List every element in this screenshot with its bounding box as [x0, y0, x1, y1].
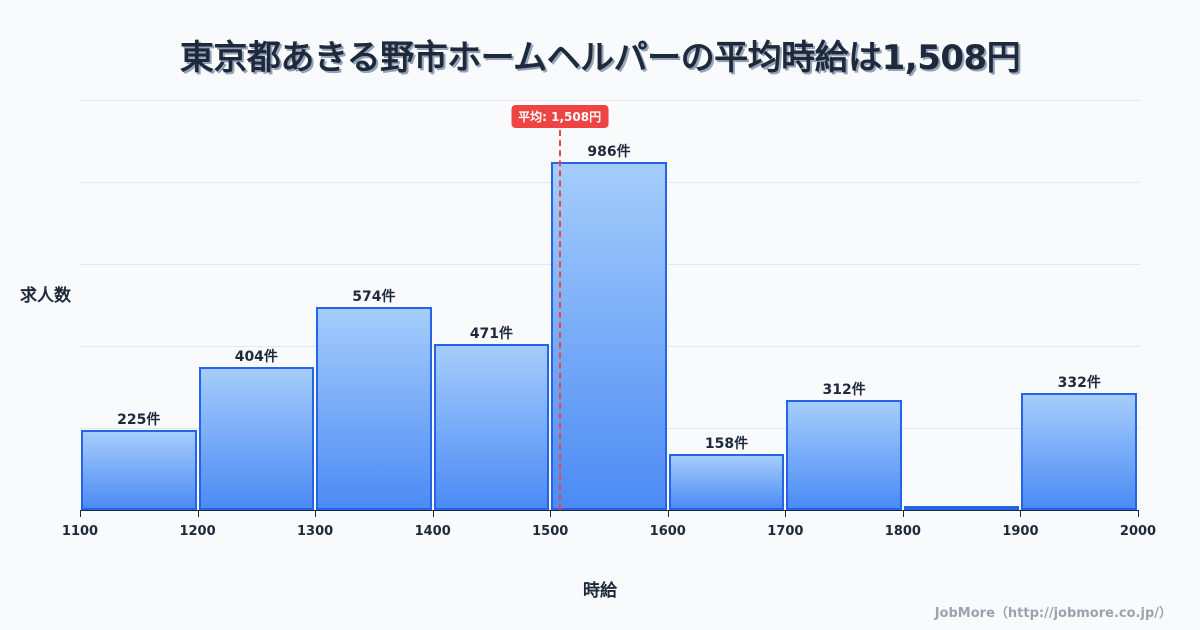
histogram-bar: [198, 367, 315, 510]
source-credit: JobMore（http://jobmore.co.jp/）: [934, 606, 1172, 621]
chart-title: 東京都あきる野市ホームヘルパーの平均時給は1,508円: [179, 38, 1021, 78]
x-tick: [197, 510, 199, 517]
x-tick-label: 1600: [649, 524, 686, 539]
x-tick-label: 2000: [1119, 524, 1157, 539]
bar-value-label: 471件: [469, 325, 514, 342]
y-axis-label: 求人数: [20, 286, 71, 306]
x-tick-label: 1500: [532, 524, 569, 539]
x-tick: [902, 510, 904, 517]
histogram-bar: [81, 430, 197, 510]
bar-value-label: 312件: [822, 381, 866, 398]
plot-area: 225件 404件 574件 471件 986件 158件 312件 332件 1100 1200…: [62, 100, 1156, 539]
x-tick-label: 1300: [297, 524, 334, 539]
bar-value-label: 332件: [1057, 374, 1101, 391]
x-tick: [315, 510, 317, 517]
bar-value-label: 158件: [704, 436, 749, 453]
bar-value-label: 404件: [234, 349, 278, 366]
histogram-bar: [1021, 392, 1137, 510]
gridline: [80, 100, 1140, 101]
x-axis-line: [80, 510, 1138, 511]
mean-line: [558, 130, 561, 510]
bar-value-label: 225件: [117, 412, 161, 429]
x-axis-label: 時給: [583, 581, 617, 601]
x-tick: [550, 510, 552, 517]
x-tick: [785, 510, 787, 517]
bar-value-label: 574件: [352, 289, 396, 306]
x-tick: [432, 510, 434, 517]
x-tick-label: 1900: [1002, 524, 1039, 539]
x-tick-label: 1700: [767, 524, 804, 539]
x-tick: [667, 510, 669, 517]
x-tick: [1138, 510, 1139, 517]
x-tick-label: 1800: [884, 524, 921, 539]
x-tick-label: 1100: [61, 524, 99, 539]
mean-badge: 平均: 1,508円: [511, 105, 609, 128]
x-tick-label: 1400: [414, 524, 451, 539]
histogram-bar: [668, 454, 785, 510]
bar-value-label: 986件: [587, 143, 631, 160]
histogram-bar: [433, 343, 550, 510]
x-tick: [1020, 510, 1022, 517]
x-tick: [80, 510, 81, 517]
histogram-bar: [551, 161, 667, 510]
histogram-bar: [786, 399, 902, 510]
histogram-bar: [316, 307, 432, 510]
x-tick-label: 1200: [179, 524, 216, 539]
histogram-bar: [903, 506, 1020, 510]
